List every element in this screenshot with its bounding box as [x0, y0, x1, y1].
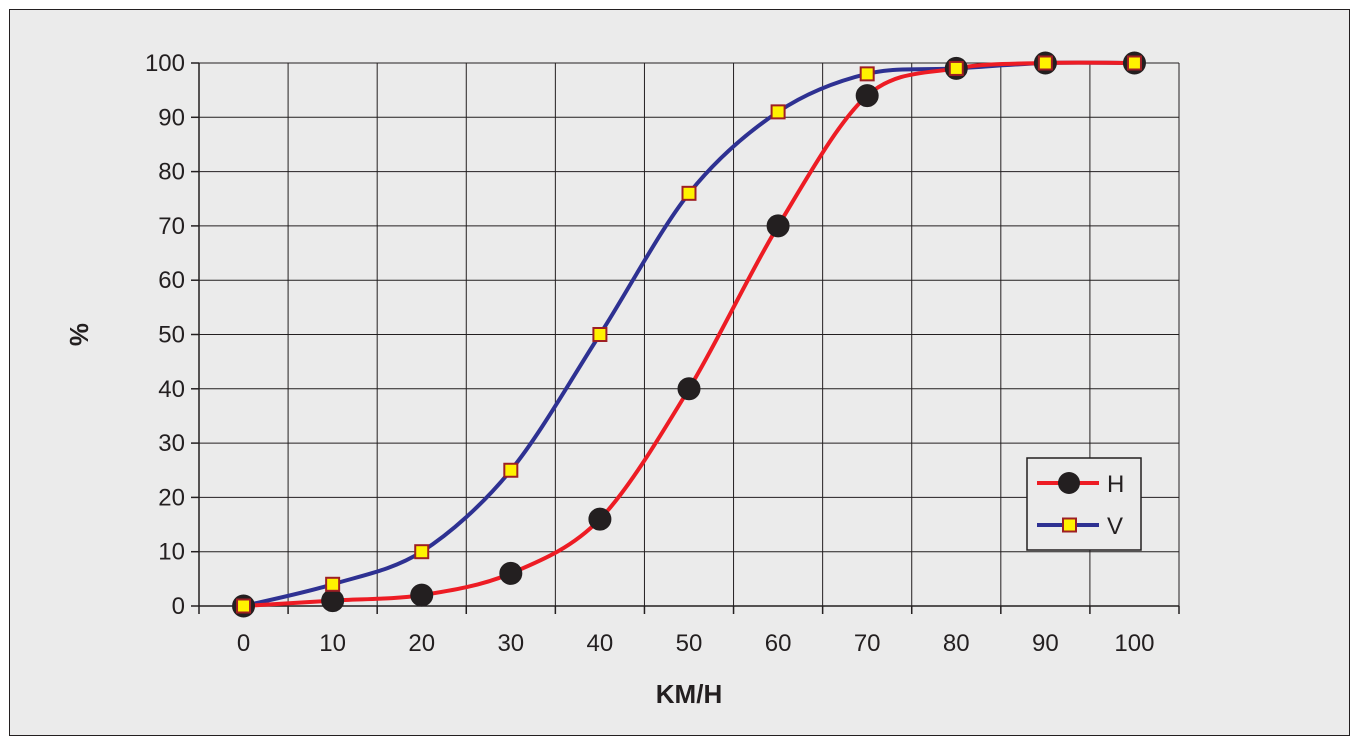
- legend-label-v: V: [1107, 513, 1123, 540]
- chart-frame: 0 10 20 30 40 50 60 70 80 90 100 0 10 20 30 40 50 60 70 80 9…: [9, 9, 1350, 736]
- data-point-v: [325, 576, 341, 592]
- x-tick-label: 20: [408, 630, 435, 657]
- x-tick-label: 50: [676, 630, 703, 657]
- y-tick-label: 80: [158, 159, 185, 186]
- y-tick-label: 50: [158, 322, 185, 349]
- y-tick-label: 0: [172, 593, 185, 620]
- legend-box: [1026, 457, 1142, 551]
- x-tick-label: 0: [237, 630, 250, 657]
- data-point-h: [499, 561, 523, 585]
- data-point-h: [588, 507, 612, 531]
- y-tick-label: 10: [158, 539, 185, 566]
- data-point-h: [321, 589, 345, 613]
- data-point-v: [414, 544, 430, 560]
- labels-layer: 0 10 20 30 40 50 60 70 80 90 100 0 10 20 30 40 50 60 70 80 9…: [145, 50, 1155, 657]
- data-point-v: [681, 185, 697, 201]
- x-tick-label: 60: [765, 630, 792, 657]
- data-point-h: [677, 377, 701, 401]
- legend-marker-v: [1062, 517, 1077, 533]
- data-point-v: [859, 66, 875, 82]
- y-tick-label: 40: [158, 376, 185, 403]
- data-point-v: [1037, 55, 1053, 71]
- legend: HV: [1026, 457, 1142, 551]
- y-tick-label: 90: [158, 104, 185, 131]
- x-tick-label: 30: [497, 630, 524, 657]
- x-tick-label: 70: [854, 630, 881, 657]
- data-point-v: [770, 104, 786, 120]
- x-tick-label: 100: [1114, 630, 1154, 657]
- axes: [191, 62, 1180, 614]
- series-layer: [232, 51, 1146, 618]
- y-tick-label: 20: [158, 484, 185, 511]
- x-tick-label: 90: [1032, 630, 1059, 657]
- data-point-h: [766, 214, 790, 238]
- legend-marker-h: [1058, 472, 1080, 494]
- data-point-v: [592, 327, 608, 342]
- x-tick-label: 80: [943, 630, 970, 657]
- x-tick-label: 40: [587, 630, 614, 657]
- y-tick-label: 60: [158, 267, 185, 294]
- data-point-v: [236, 598, 252, 614]
- x-axis-title: KM/H: [656, 679, 722, 709]
- y-tick-label: 100: [145, 50, 185, 77]
- data-point-h: [855, 84, 879, 108]
- legend-label-h: H: [1107, 471, 1124, 498]
- y-axis-title: %: [64, 323, 94, 346]
- x-tick-label: 10: [319, 630, 346, 657]
- line-chart: 0 10 20 30 40 50 60 70 80 90 100 0 10 20 30 40 50 60 70 80 9…: [64, 50, 1180, 709]
- data-point-v: [503, 462, 519, 478]
- data-point-h: [410, 583, 434, 607]
- data-point-v: [1126, 55, 1142, 71]
- data-point-v: [948, 60, 964, 76]
- y-tick-label: 70: [158, 213, 185, 240]
- y-tick-label: 30: [158, 430, 185, 457]
